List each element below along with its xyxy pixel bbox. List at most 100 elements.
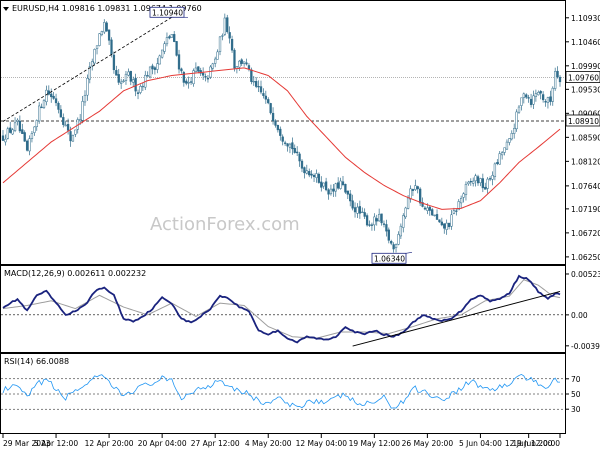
candle-body [62,117,65,125]
candle-body [310,173,313,176]
candle-body [257,86,260,88]
candle-body [160,49,164,58]
price-annotation-label: 1.10940 [152,8,183,17]
candle-body [95,45,99,49]
candle-body [402,215,405,228]
candle-body [525,94,528,98]
candle-body [93,49,96,64]
time-tick-label: 26 May 20:00 [402,439,454,448]
candle-body [30,133,34,139]
price-annotation-box [371,252,407,264]
candle-body [433,214,436,217]
candle-body [199,70,202,74]
candle-body [185,80,188,84]
candle-body [132,79,135,83]
candle-body [197,66,200,72]
candle-body [443,223,446,229]
candle-body [240,59,243,64]
candle-body [293,147,296,153]
candle-body [365,215,369,226]
price-tick-label: 1.06720 [571,229,600,238]
candle-body [16,119,19,122]
candle-body [264,95,267,100]
candle-body [47,90,50,95]
candle-body [250,69,253,82]
time-tick-label: 12 Jun 12:00 [505,439,553,448]
candle-body [435,214,439,220]
candle-body [532,95,535,105]
macd-tick-label: -0.003966 [571,342,600,351]
rsi-tick-label: 30 [571,405,581,414]
candle-body [308,171,311,176]
candle-body [339,180,342,189]
candle-body [486,178,489,189]
candle-body [146,75,149,77]
candle-body [554,71,557,89]
candle-body [115,70,118,76]
candle-body [474,175,477,182]
candle-body [40,106,43,109]
candle-body [515,111,518,130]
candle-body [71,134,75,142]
candle-body [81,101,84,121]
price-tick-label: 1.09060 [571,109,600,118]
candle-body [86,78,89,96]
candle-body [404,207,407,218]
time-tick-label: 5 Apr 12:00 [34,439,78,448]
candle-body [558,76,562,83]
price-annotation-pointer [405,251,413,254]
candle-body [303,167,306,174]
candle-body [418,188,422,204]
candle-body [373,216,376,226]
time-tick-label: 19 May 12:00 [349,439,401,448]
candle-body [25,140,29,151]
candle-body [242,61,246,64]
candle-body [527,97,530,99]
time-tick-label: 5 Jun 04:00 [459,439,502,448]
candle-body [534,93,538,97]
candle-body [28,138,31,152]
candle-body [173,34,176,42]
candle-body [353,207,357,213]
candle-body [421,202,424,207]
candle-body [537,92,540,96]
price-header: EURUSD,H4 1.09816 1.09831 1.09674 1.0976… [3,4,202,13]
candle-body [406,197,410,209]
candle-body [397,234,400,245]
time-tick-label: 27 Apr 12:00 [191,439,240,448]
candle-body [259,86,263,93]
candle-body [447,222,451,228]
candle-body [238,60,241,68]
candle-body [228,32,231,39]
candle-body [276,124,280,131]
candle-body [180,68,183,72]
candle-body [267,99,270,104]
candle-body [498,153,501,165]
candle-body [42,100,46,108]
candle-body [358,206,362,214]
candle-body [6,128,9,139]
candle-body [274,120,277,126]
candle-body [204,76,207,78]
candle-body [469,181,472,183]
time-tick-label: 4 May 20:00 [245,439,292,448]
candle-body [103,22,106,33]
candle-body [218,36,222,52]
candle-body [223,17,226,35]
candle-body [438,219,441,223]
candle-body [120,81,123,84]
candle-body [324,181,328,191]
candle-body [520,97,523,106]
candle-body [206,78,210,80]
candle-body [151,65,154,70]
candle-body [66,124,70,131]
candle-body [283,142,287,144]
candle-body [21,129,24,134]
macd-header: MACD(12,26,9) 0.002611 0.002232 [4,269,146,278]
candle-body [462,193,465,198]
candle-body [153,67,157,70]
candle-body [479,178,482,184]
price-tick-label: 1.08120 [571,157,600,166]
candle-body [457,201,460,211]
macd-tick-label: 0.00 [571,311,588,320]
